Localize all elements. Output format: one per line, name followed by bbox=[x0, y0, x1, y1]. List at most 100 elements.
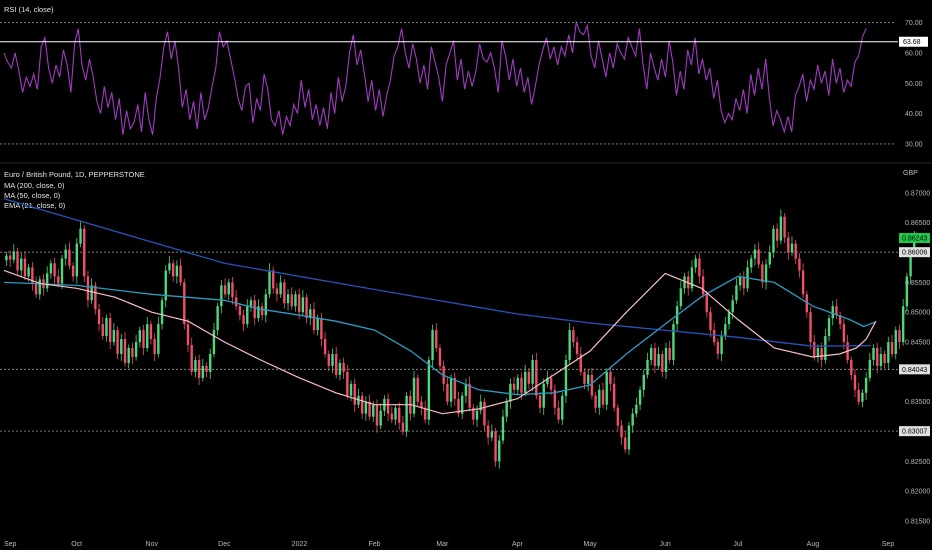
candle-body bbox=[905, 276, 909, 307]
price-title: Euro / British Pound, 1D, PEPPERSTONE bbox=[4, 170, 145, 179]
price-tick-label: 0.85000 bbox=[905, 310, 930, 317]
candle-body bbox=[572, 330, 575, 343]
legend-ma50: MA (50, close, 0) bbox=[4, 191, 61, 200]
price-label-text: 0.86243 bbox=[902, 236, 927, 243]
candle-body bbox=[646, 359, 649, 375]
candle-body bbox=[561, 395, 564, 420]
candle-body bbox=[857, 389, 860, 402]
candle-body bbox=[223, 285, 227, 295]
candle-body bbox=[201, 365, 205, 378]
candle-body bbox=[609, 371, 612, 384]
legend-ma200: MA (200, close, 0) bbox=[4, 181, 65, 190]
candle-body bbox=[368, 401, 371, 417]
candle-body bbox=[798, 258, 801, 271]
candle-body bbox=[316, 318, 319, 331]
candle-body bbox=[294, 294, 297, 307]
candle-body bbox=[490, 431, 494, 438]
candle-body bbox=[108, 318, 112, 343]
candle-body bbox=[79, 228, 82, 244]
candle-body bbox=[86, 276, 90, 301]
candle-body bbox=[523, 371, 527, 393]
candle-body bbox=[809, 312, 812, 343]
candle-body bbox=[883, 353, 886, 363]
candle-body bbox=[64, 249, 67, 259]
candle-body bbox=[594, 395, 597, 408]
time-tick-label: Apr bbox=[512, 541, 524, 548]
time-tick-label: Sep bbox=[4, 541, 17, 548]
candle-body bbox=[761, 264, 764, 283]
candle-body bbox=[127, 348, 130, 363]
candle-body bbox=[890, 342, 894, 354]
candle-body bbox=[220, 285, 223, 307]
candle-body bbox=[312, 309, 316, 331]
rsi-line bbox=[3, 20, 867, 135]
candle-body bbox=[38, 279, 41, 295]
candle-body bbox=[801, 270, 805, 295]
candle-body bbox=[887, 342, 890, 363]
candle-body bbox=[175, 265, 179, 277]
price-tick-label: 0.82000 bbox=[905, 489, 930, 496]
candle-body bbox=[501, 416, 505, 441]
candle-body bbox=[349, 383, 353, 396]
candle-body bbox=[134, 342, 138, 357]
candle-body bbox=[772, 228, 775, 253]
candle-body bbox=[712, 330, 716, 343]
candle-body bbox=[831, 306, 834, 319]
candle-body bbox=[27, 267, 30, 277]
price-tick-label: 0.82500 bbox=[905, 459, 930, 466]
candle-body bbox=[183, 282, 186, 325]
candle-body bbox=[542, 383, 545, 408]
price-label-box bbox=[899, 233, 930, 244]
candle-body bbox=[164, 270, 167, 301]
candle-body bbox=[386, 398, 390, 414]
candle-body bbox=[479, 401, 482, 411]
candle-body bbox=[168, 263, 171, 271]
candle-body bbox=[405, 395, 408, 432]
candle-body bbox=[83, 228, 86, 277]
candle-body bbox=[290, 294, 293, 307]
candle-body bbox=[631, 413, 634, 426]
candle-body bbox=[23, 258, 27, 277]
candle-body bbox=[142, 330, 145, 349]
price-label-text: 0.86006 bbox=[902, 250, 927, 257]
time-tick-label: 2022 bbox=[292, 541, 308, 548]
candle-body bbox=[420, 401, 423, 408]
candle-body bbox=[486, 425, 490, 438]
rsi-tick-label: 60.00 bbox=[905, 50, 923, 57]
candle-body bbox=[60, 258, 64, 284]
time-tick-label: Feb bbox=[369, 541, 381, 548]
candle-body bbox=[909, 252, 912, 277]
candle-body bbox=[186, 324, 190, 346]
price-tick-label: 0.86500 bbox=[905, 220, 930, 227]
candle-body bbox=[498, 440, 501, 462]
candle-body bbox=[97, 309, 101, 325]
candle-body bbox=[449, 377, 453, 402]
candle-body bbox=[635, 404, 638, 414]
candle-body bbox=[472, 407, 475, 420]
candle-body bbox=[427, 359, 431, 420]
candle-body bbox=[850, 359, 853, 375]
candle-body bbox=[431, 330, 434, 360]
candle-body bbox=[338, 362, 342, 375]
price-label-text: 0.84043 bbox=[902, 367, 927, 374]
candle-body bbox=[598, 389, 601, 408]
candle-body bbox=[783, 216, 786, 238]
price-tick-label: 0.81500 bbox=[905, 519, 930, 526]
candle-body bbox=[579, 353, 582, 372]
candle-body bbox=[335, 353, 338, 375]
candle-body bbox=[624, 437, 627, 450]
legend-ema21: EMA (21, close, 0) bbox=[4, 201, 66, 210]
candle-body bbox=[590, 374, 594, 396]
candle-body bbox=[20, 258, 23, 271]
candle-body bbox=[146, 324, 149, 349]
candle-body bbox=[416, 377, 419, 402]
candle-body bbox=[757, 249, 760, 265]
candle-body bbox=[260, 306, 264, 316]
time-tick-label: Aug bbox=[807, 541, 820, 548]
candle-body bbox=[209, 353, 212, 372]
candle-body bbox=[557, 407, 560, 420]
candle-body bbox=[653, 348, 657, 366]
candle-body bbox=[157, 324, 160, 354]
candle-body bbox=[131, 348, 134, 357]
candle-body bbox=[775, 228, 779, 241]
